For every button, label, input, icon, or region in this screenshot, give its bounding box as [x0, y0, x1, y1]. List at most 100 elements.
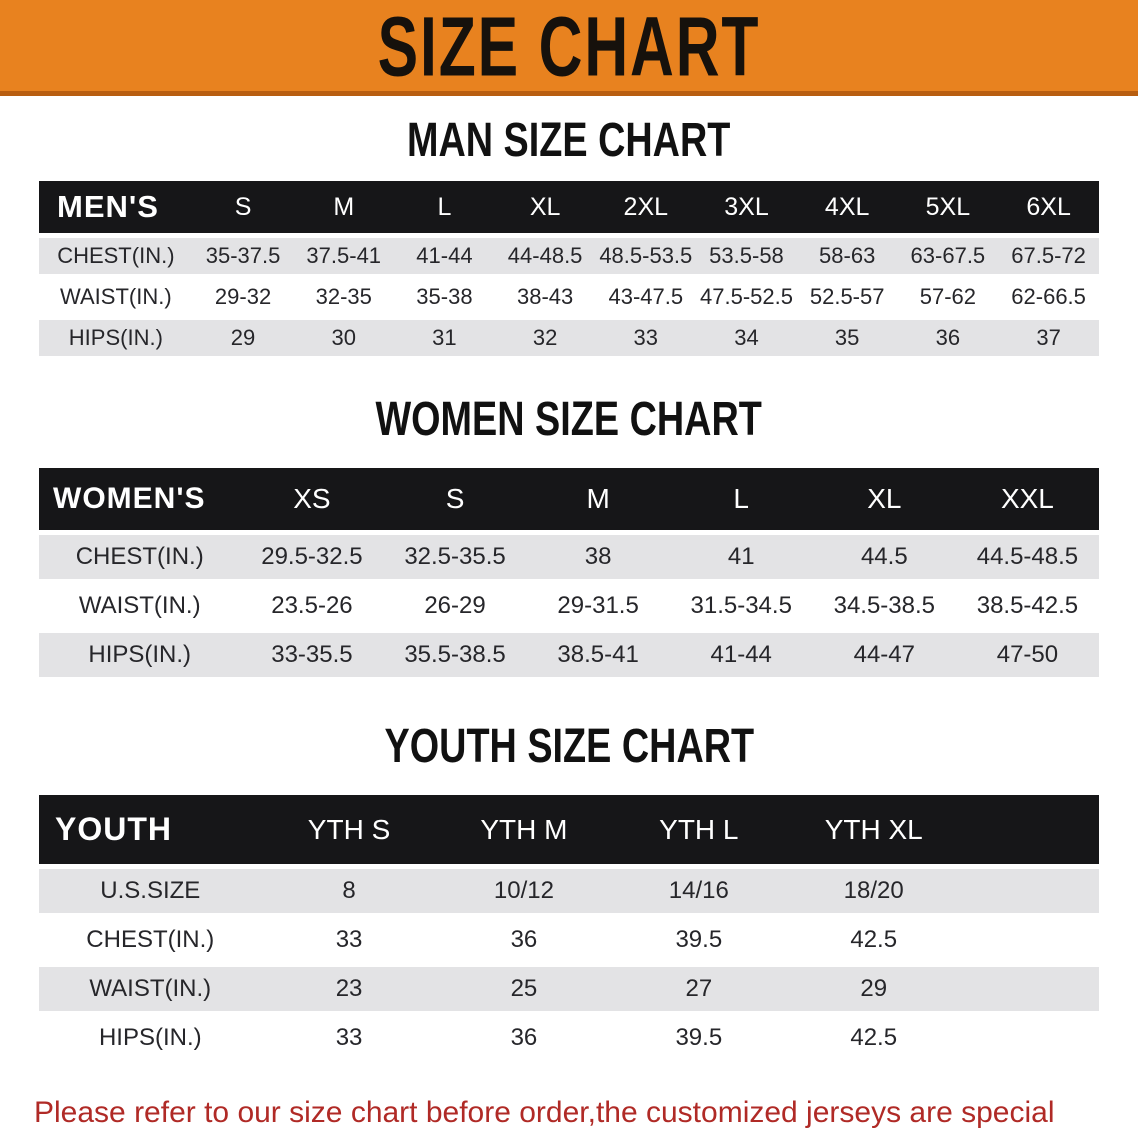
size-column-header: 2XL: [595, 181, 697, 233]
size-column-header: S: [192, 181, 294, 233]
table-corner-label: YOUTH: [39, 795, 262, 864]
size-value-cell: 10/12: [436, 869, 612, 913]
table-header-row: WOMEN'S XS S M L XL XXL: [39, 468, 1099, 530]
size-value-cell: 38.5-42.5: [955, 584, 1099, 628]
size-value-cell: 63-67.5: [897, 238, 999, 274]
size-column-header: XL: [812, 468, 956, 530]
size-value-cell: 33: [595, 320, 697, 356]
size-value-cell: 32: [494, 320, 596, 356]
size-value-cell: 29-32: [192, 279, 294, 315]
table-header-row: MEN'S S M L XL 2XL 3XL 4XL 5XL 6XL: [39, 181, 1099, 233]
measurement-label-cell: HIPS(IN.): [39, 1016, 262, 1060]
women-section-heading: WOMEN SIZE CHART: [0, 391, 1138, 445]
size-column-header: M: [526, 468, 670, 530]
size-value-cell: 34.5-38.5: [812, 584, 956, 628]
size-column-header: YTH S: [261, 795, 437, 864]
size-value-cell: 44-48.5: [494, 238, 596, 274]
size-value-cell: 62-66.5: [998, 279, 1099, 315]
size-value-cell: 48.5-53.5: [595, 238, 697, 274]
table-row: CHEST(IN.) 29.5-32.5 32.5-35.5 38 41 44.5 44.5…: [39, 535, 1099, 579]
spacer-cell: [961, 1016, 1099, 1060]
size-column-header: M: [293, 181, 395, 233]
size-value-cell: 44.5-48.5: [955, 535, 1099, 579]
measurement-label-cell: WAIST(IN.): [39, 967, 262, 1011]
women-section: WOMEN SIZE CHART WOMEN'S XS S M L XL XXL CHEST(…: [0, 391, 1138, 682]
youth-size-table: YOUTH YTH S YTH M YTH L YTH XL U.S.SIZE 8 10/12…: [39, 790, 1099, 1065]
top-banner: SIZE CHART: [0, 0, 1138, 96]
table-row: HIPS(IN.) 33-35.5 35.5-38.5 38.5-41 41-44 44-…: [39, 633, 1099, 677]
size-value-cell: 33-35.5: [240, 633, 384, 677]
size-value-cell: 41-44: [394, 238, 495, 274]
size-value-cell: 38: [526, 535, 670, 579]
size-value-cell: 41: [669, 535, 813, 579]
size-value-cell: 34: [696, 320, 797, 356]
size-value-cell: 67.5-72: [998, 238, 1099, 274]
table-corner-label: WOMEN'S: [39, 468, 241, 530]
size-column-header: YTH M: [436, 795, 612, 864]
size-chart-title: SIZE CHART: [377, 0, 761, 93]
size-value-cell: 23.5-26: [240, 584, 384, 628]
size-value-cell: 23: [261, 967, 437, 1011]
spacer-cell: [961, 918, 1099, 962]
size-column-header: 6XL: [998, 181, 1099, 233]
men-size-table: MEN'S S M L XL 2XL 3XL 4XL 5XL 6XL CHEST(IN.) 35-37…: [39, 176, 1099, 361]
size-value-cell: 30: [293, 320, 395, 356]
measurement-label-cell: HIPS(IN.): [39, 320, 193, 356]
men-section-heading: MAN SIZE CHART: [0, 112, 1138, 166]
size-value-cell: 8: [261, 869, 437, 913]
size-value-cell: 53.5-58: [696, 238, 797, 274]
size-value-cell: 35-37.5: [192, 238, 294, 274]
table-row: WAIST(IN.) 23.5-26 26-29 29-31.5 31.5-34.5 34…: [39, 584, 1099, 628]
size-column-header: L: [394, 181, 495, 233]
size-value-cell: 29: [786, 967, 962, 1011]
size-value-cell: 41-44: [669, 633, 813, 677]
measurement-label-cell: U.S.SIZE: [39, 869, 262, 913]
measurement-label-cell: CHEST(IN.): [39, 535, 241, 579]
table-row: WAIST(IN.) 29-32 32-35 35-38 38-43 43-47.5 47.…: [39, 279, 1099, 315]
youth-section-heading: YOUTH SIZE CHART: [0, 718, 1138, 772]
size-value-cell: 25: [436, 967, 612, 1011]
size-column-header: YTH L: [611, 795, 787, 864]
size-value-cell: 52.5-57: [796, 279, 898, 315]
table-row: CHEST(IN.) 35-37.5 37.5-41 41-44 44-48.5 48.5…: [39, 238, 1099, 274]
women-section-heading-text: WOMEN SIZE CHART: [375, 391, 763, 446]
disclaimer-line-1: Please refer to our size chart before or…: [34, 1096, 1055, 1129]
size-column-header: XL: [494, 181, 596, 233]
size-value-cell: 42.5: [786, 918, 962, 962]
women-size-table: WOMEN'S XS S M L XL XXL CHEST(IN.) 29.5-32.5 32.5…: [39, 463, 1099, 682]
size-value-cell: 14/16: [611, 869, 787, 913]
size-value-cell: 47.5-52.5: [696, 279, 797, 315]
table-row: WAIST(IN.) 23 25 27 29: [39, 967, 1099, 1011]
size-value-cell: 26-29: [383, 584, 527, 628]
size-column-header: 3XL: [696, 181, 797, 233]
size-value-cell: 38-43: [494, 279, 596, 315]
measurement-label-cell: CHEST(IN.): [39, 238, 193, 274]
size-value-cell: 58-63: [796, 238, 898, 274]
table-row: HIPS(IN.) 33 36 39.5 42.5: [39, 1016, 1099, 1060]
size-column-header: XS: [240, 468, 384, 530]
measurement-label-cell: WAIST(IN.): [39, 584, 241, 628]
size-value-cell: 33: [261, 918, 437, 962]
disclaimer-note: Please refer to our size chart before or…: [0, 1089, 1138, 1132]
size-value-cell: 47-50: [955, 633, 1099, 677]
size-value-cell: 42.5: [786, 1016, 962, 1060]
size-value-cell: 43-47.5: [595, 279, 697, 315]
size-value-cell: 35.5-38.5: [383, 633, 527, 677]
size-value-cell: 32.5-35.5: [383, 535, 527, 579]
size-value-cell: 18/20: [786, 869, 962, 913]
measurement-label-cell: HIPS(IN.): [39, 633, 241, 677]
size-column-header: L: [669, 468, 813, 530]
measurement-label-cell: WAIST(IN.): [39, 279, 193, 315]
table-corner-label: MEN'S: [39, 181, 193, 233]
spacer-cell: [961, 795, 1099, 864]
size-value-cell: 44-47: [812, 633, 956, 677]
spacer-cell: [961, 869, 1099, 913]
table-row: U.S.SIZE 8 10/12 14/16 18/20: [39, 869, 1099, 913]
size-value-cell: 35-38: [394, 279, 495, 315]
size-value-cell: 32-35: [293, 279, 395, 315]
size-value-cell: 44.5: [812, 535, 956, 579]
size-value-cell: 37: [998, 320, 1099, 356]
youth-section-heading-text: YOUTH SIZE CHART: [384, 718, 754, 773]
size-value-cell: 38.5-41: [526, 633, 670, 677]
size-value-cell: 36: [897, 320, 999, 356]
